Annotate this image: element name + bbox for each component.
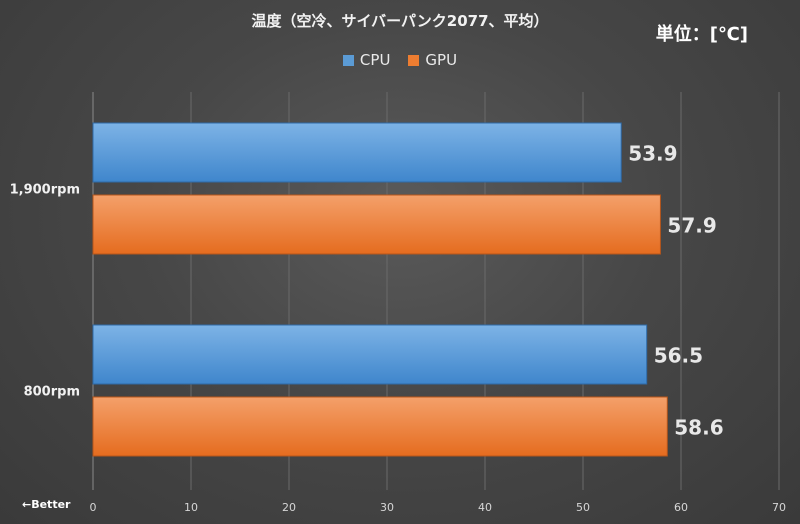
- bar-gpu: [92, 396, 668, 457]
- x-tick-label: 10: [184, 501, 198, 514]
- legend-swatch-cpu: [342, 54, 354, 66]
- x-tick-label: 70: [772, 501, 786, 514]
- data-label-cpu: 53.9: [628, 142, 677, 166]
- x-tick-label: 0: [90, 501, 97, 514]
- legend-label-cpu: CPU: [359, 51, 391, 69]
- category-label: 1,900rpm: [10, 183, 80, 198]
- x-tick-label: 20: [282, 501, 296, 514]
- labels: 0 10 20 30 40 50 60 70 53.9 57.9 1,900rpm 56.5 58.6 8…: [10, 142, 786, 515]
- legend-item-gpu: GPU: [408, 51, 457, 69]
- legend-item-cpu: CPU: [342, 51, 391, 69]
- legend-swatch-gpu: [408, 54, 420, 66]
- unit-label: 単位：[℃]: [655, 24, 748, 45]
- data-label-gpu: 57.9: [667, 214, 716, 238]
- x-tick-label: 40: [478, 501, 492, 514]
- x-tick-label: 50: [576, 501, 590, 514]
- legend: CPU GPU: [0, 51, 800, 69]
- bars: [92, 122, 668, 457]
- legend-label-gpu: GPU: [425, 51, 458, 69]
- x-tick-label: 60: [674, 501, 688, 514]
- better-label: ←Better: [22, 498, 71, 511]
- data-label-gpu: 58.6: [674, 416, 723, 440]
- bar-cpu: [92, 324, 648, 385]
- chart-title: 温度（空冷、サイバーパンク2077、平均）: [251, 12, 549, 30]
- bar-gpu: [92, 194, 661, 255]
- data-label-cpu: 56.5: [654, 344, 703, 368]
- category-label: 800rpm: [24, 385, 80, 400]
- x-tick-label: 30: [380, 501, 394, 514]
- bar-cpu: [92, 122, 622, 183]
